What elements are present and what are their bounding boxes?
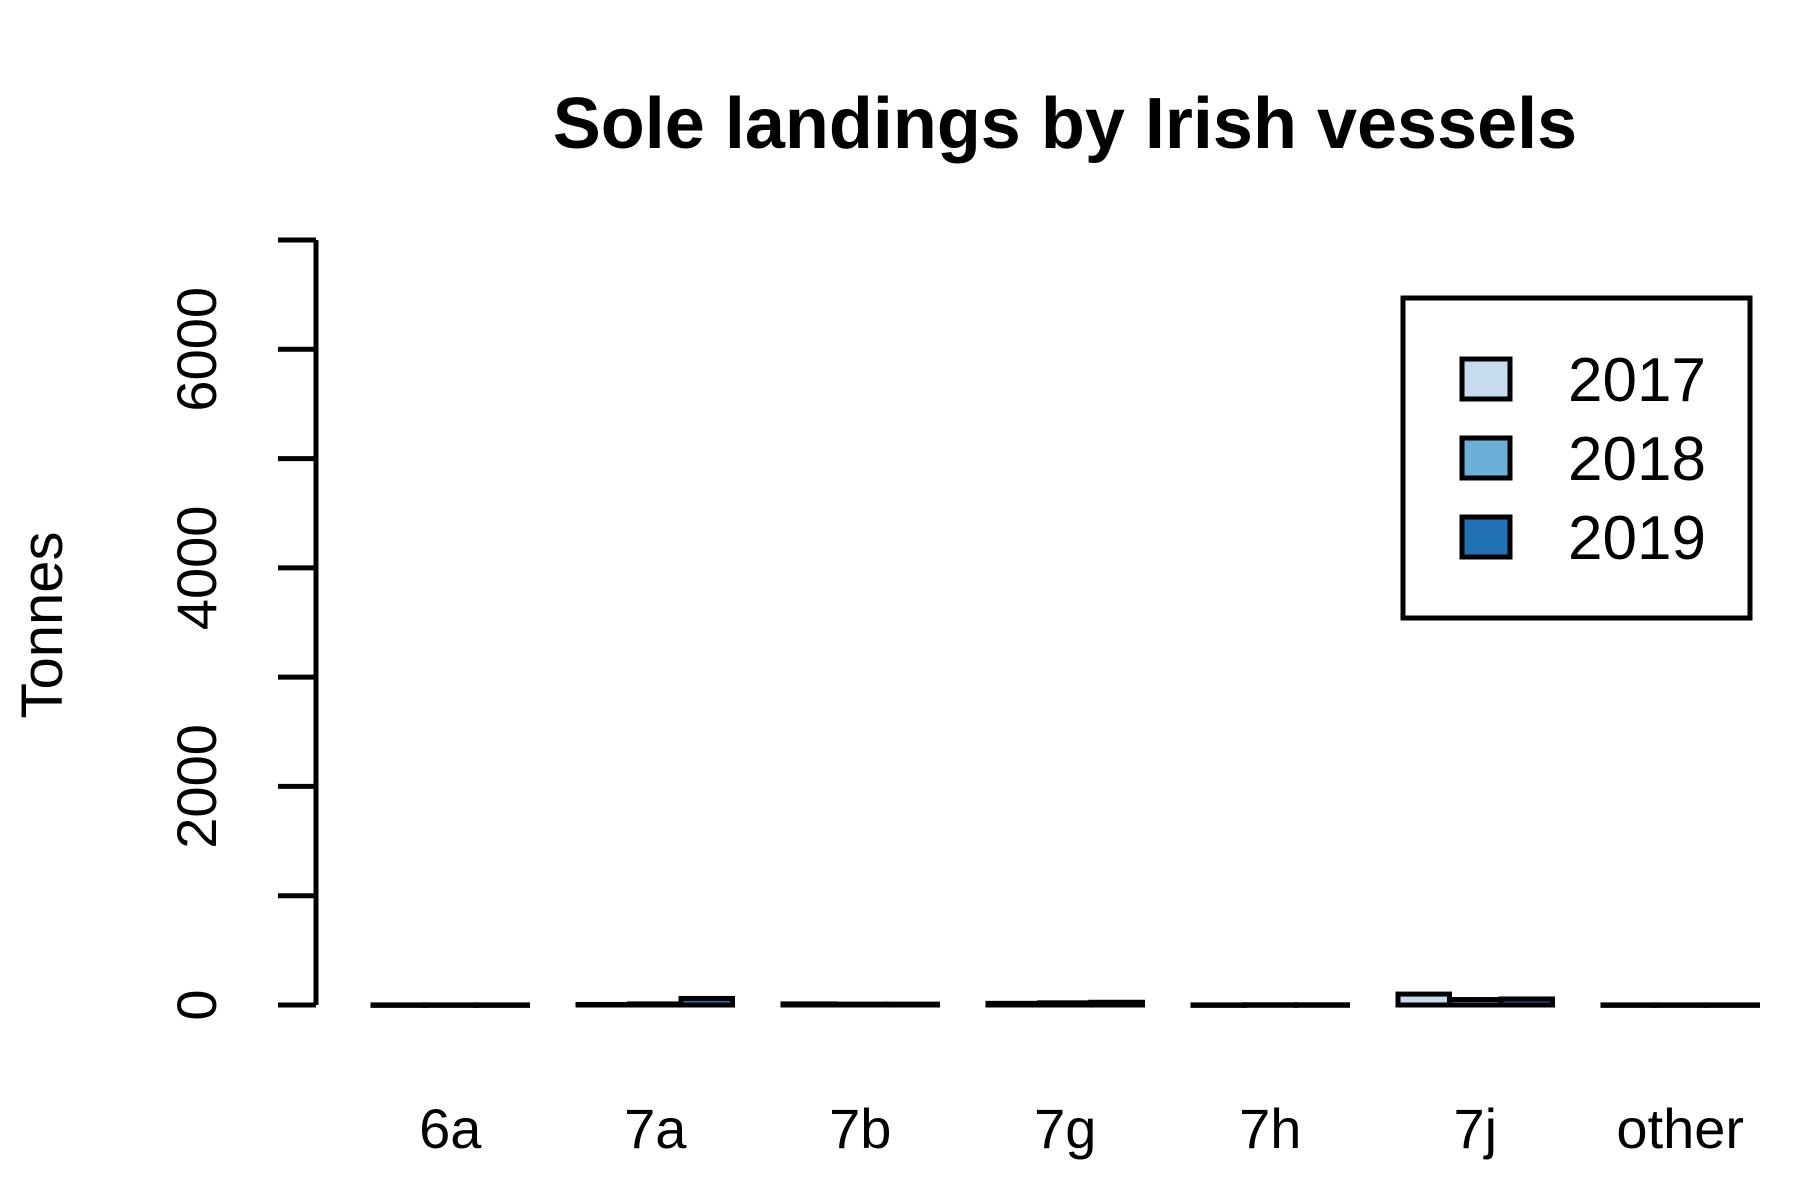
x-tick-label: other (1616, 1097, 1744, 1160)
legend: 2017 2018 2019 (1400, 295, 1753, 621)
bar-7g-2018 (1037, 1000, 1094, 1008)
bar-7b-2017 (780, 1001, 837, 1008)
x-tick-label: 7a (624, 1097, 687, 1160)
legend-label-2017: 2017 (1568, 346, 1706, 415)
y-axis: 0 2000 4000 6000 (165, 237, 319, 1021)
bar-other-2018 (1652, 1002, 1709, 1008)
bar-7g-2017 (985, 1000, 1042, 1008)
x-axis-labels: 6a 7a 7b 7g 7h 7j other (419, 1097, 1744, 1160)
x-tick-label: 7h (1239, 1097, 1301, 1160)
bar-7a-2018 (627, 1001, 684, 1008)
bars (370, 991, 1760, 1008)
x-tick-label: 7b (829, 1097, 891, 1160)
x-tick-label: 7j (1453, 1097, 1497, 1160)
legend-swatch-2018 (1459, 435, 1513, 481)
bar-other-2017 (1600, 1002, 1657, 1008)
chart-title: Sole landings by Irish vessels (553, 84, 1577, 164)
y-tick-label: 6000 (165, 287, 228, 412)
x-tick-label: 7g (1034, 1097, 1096, 1160)
legend-label-2019: 2019 (1568, 504, 1706, 573)
y-axis-title: Tonnes (10, 531, 75, 718)
bar-7j-2019 (1498, 996, 1555, 1008)
bar-6a-2019 (473, 1002, 530, 1008)
bar-7a-2019 (678, 995, 735, 1008)
y-tick-label: 2000 (165, 724, 228, 849)
bar-7b-2018 (832, 1001, 889, 1008)
y-tick-label: 0 (165, 989, 228, 1020)
bar-7j-2017 (1395, 991, 1452, 1008)
y-tick-label: 4000 (165, 506, 228, 631)
bar-7b-2019 (883, 1001, 940, 1008)
bar-7j-2018 (1447, 997, 1504, 1008)
legend-swatch-2017 (1459, 356, 1513, 402)
bar-7h-2019 (1293, 1002, 1350, 1008)
legend-label-2018: 2018 (1568, 425, 1706, 494)
bar-7h-2017 (1190, 1002, 1247, 1008)
legend-swatch-2019 (1459, 514, 1513, 560)
bar-7g-2019 (1088, 999, 1145, 1008)
bar-other-2019 (1703, 1002, 1760, 1008)
bar-7a-2017 (575, 1001, 632, 1008)
x-tick-label: 6a (419, 1097, 482, 1160)
bar-7h-2018 (1242, 1002, 1299, 1008)
bar-6a-2017 (370, 1002, 427, 1008)
bar-6a-2018 (422, 1002, 479, 1008)
